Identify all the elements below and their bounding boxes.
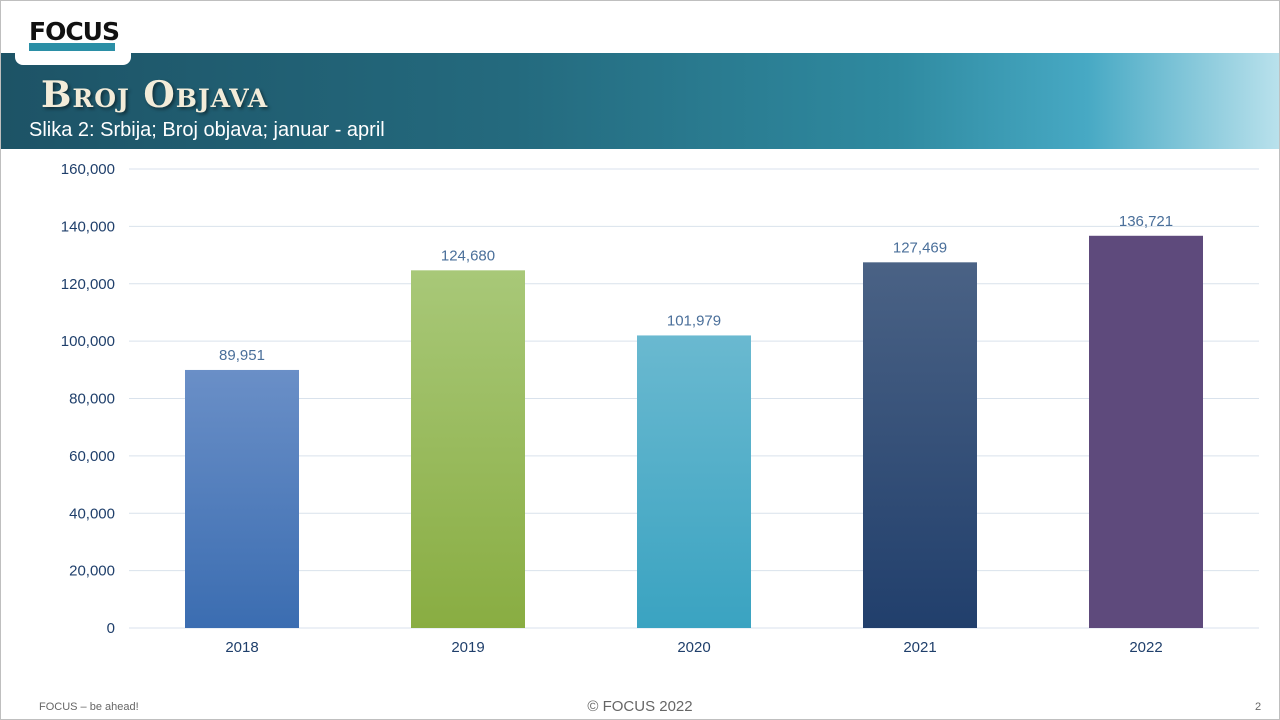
y-tick-label: 60,000 xyxy=(69,448,115,465)
bar-2018 xyxy=(185,369,299,628)
logo-box: FOCUS xyxy=(15,1,131,65)
x-axis-ticks: 2018 2019 2020 2021 2022 xyxy=(225,639,1162,656)
bar-chart: 0 20,000 40,000 60,000 80,000 100,000 120,000 1… xyxy=(61,161,1259,656)
y-tick-label: 120,000 xyxy=(61,276,115,293)
footer-tagline: FOCUS – be ahead! xyxy=(39,701,139,713)
x-tick-label: 2019 xyxy=(451,639,484,656)
y-tick-label: 100,000 xyxy=(61,333,115,350)
y-tick-label: 140,000 xyxy=(61,218,115,235)
y-tick-label: 20,000 xyxy=(69,563,115,580)
y-tick-label: 40,000 xyxy=(69,505,115,522)
data-labels: 89,951 124,680 101,979 127,469 136,721 xyxy=(219,213,1173,364)
x-tick-label: 2022 xyxy=(1129,639,1162,656)
bar-2020 xyxy=(637,335,751,628)
x-tick-label: 2018 xyxy=(225,639,258,656)
y-tick-label: 0 xyxy=(107,620,115,637)
page-number: 2 xyxy=(1255,701,1262,713)
x-tick-label: 2020 xyxy=(677,639,710,656)
y-tick-label: 80,000 xyxy=(69,391,115,408)
chart-subtitle: Slika 2: Srbija; Broj objava; januar - a… xyxy=(29,119,385,141)
bars xyxy=(185,235,1203,629)
logo-underline xyxy=(29,43,115,51)
bar-2021 xyxy=(863,262,977,628)
logo-text: FOCUS xyxy=(29,17,120,46)
header-banner xyxy=(1,53,1279,149)
bar-2019 xyxy=(411,270,525,628)
data-label-2018: 89,951 xyxy=(219,347,265,364)
y-axis-ticks: 0 20,000 40,000 60,000 80,000 100,000 120,000 1… xyxy=(61,161,115,637)
focus-logo: FOCUS xyxy=(29,17,120,51)
bar-2022 xyxy=(1089,235,1203,629)
data-label-2021: 127,469 xyxy=(893,239,947,256)
page-title: Broj Objava xyxy=(41,74,269,116)
y-tick-label: 160,000 xyxy=(61,161,115,178)
data-label-2019: 124,680 xyxy=(441,247,495,264)
data-label-2022: 136,721 xyxy=(1119,213,1173,230)
footer-copyright: © FOCUS 2022 xyxy=(587,698,693,715)
data-label-2020: 101,979 xyxy=(667,312,721,329)
gridlines xyxy=(129,168,1259,629)
x-tick-label: 2021 xyxy=(903,639,936,656)
